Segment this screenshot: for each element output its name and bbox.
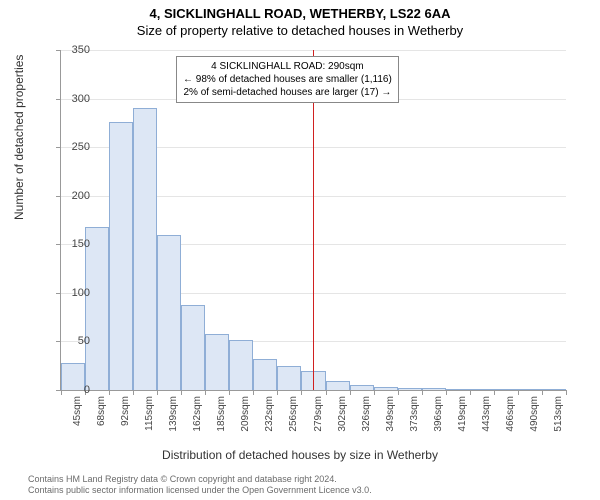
xtick-label: 162sqm — [192, 396, 203, 436]
xtick-mark — [61, 390, 62, 395]
xtick-mark — [301, 390, 302, 395]
xtick-mark — [566, 390, 567, 395]
ytick-mark — [56, 293, 61, 294]
histogram-bar — [326, 381, 350, 390]
histogram-bar — [253, 359, 277, 390]
xtick-label: 279sqm — [313, 396, 324, 436]
xtick-label: 373sqm — [409, 396, 420, 436]
disclaimer-line1: Contains HM Land Registry data © Crown c… — [28, 474, 337, 484]
annotation-box: 4 SICKLINGHALL ROAD: 290sqm← 98% of deta… — [176, 56, 399, 103]
ytick-mark — [56, 196, 61, 197]
chart-subtitle: Size of property relative to detached ho… — [0, 21, 600, 38]
histogram-bar — [398, 388, 422, 390]
histogram-bar — [542, 389, 566, 390]
ytick-label: 350 — [72, 44, 90, 56]
histogram-bar — [470, 389, 494, 390]
xtick-mark — [350, 390, 351, 395]
ytick-label: 100 — [72, 287, 90, 299]
xtick-mark — [229, 390, 230, 395]
xtick-mark — [374, 390, 375, 395]
histogram-bar — [350, 385, 374, 390]
xtick-label: 326sqm — [361, 396, 372, 436]
ytick-mark — [56, 147, 61, 148]
annotation-line2: ← 98% of detached houses are smaller (1,… — [183, 73, 392, 86]
xtick-label: 232sqm — [264, 396, 275, 436]
xtick-mark — [542, 390, 543, 395]
ytick-mark — [56, 244, 61, 245]
histogram-bar — [229, 340, 253, 391]
xtick-label: 302sqm — [337, 396, 348, 436]
xtick-label: 256sqm — [288, 396, 299, 436]
x-axis-label: Distribution of detached houses by size … — [0, 448, 600, 462]
xtick-mark — [205, 390, 206, 395]
ytick-label: 200 — [72, 190, 90, 202]
xtick-mark — [181, 390, 182, 395]
xtick-label: 466sqm — [505, 396, 516, 436]
xtick-mark — [157, 390, 158, 395]
histogram-bar — [374, 387, 398, 390]
xtick-label: 490sqm — [529, 396, 540, 436]
xtick-label: 349sqm — [385, 396, 396, 436]
xtick-mark — [326, 390, 327, 395]
histogram-bar — [133, 108, 157, 390]
xtick-mark — [253, 390, 254, 395]
ytick-label: 250 — [72, 141, 90, 153]
histogram-bar — [277, 366, 301, 390]
disclaimer-text: Contains HM Land Registry data © Crown c… — [28, 474, 590, 497]
histogram-bar — [494, 389, 518, 390]
ytick-mark — [56, 99, 61, 100]
histogram-bar — [85, 227, 109, 390]
xtick-label: 185sqm — [216, 396, 227, 436]
xtick-mark — [398, 390, 399, 395]
ytick-mark — [56, 341, 61, 342]
ytick-mark — [56, 50, 61, 51]
xtick-label: 513sqm — [553, 396, 564, 436]
xtick-mark — [494, 390, 495, 395]
histogram-bar — [181, 305, 205, 390]
ytick-label: 150 — [72, 238, 90, 250]
histogram-bar — [205, 334, 229, 390]
xtick-mark — [277, 390, 278, 395]
xtick-label: 443sqm — [481, 396, 492, 436]
histogram-bar — [422, 388, 446, 390]
xtick-mark — [446, 390, 447, 395]
histogram-bar — [518, 389, 542, 390]
annotation-line3: 2% of semi-detached houses are larger (1… — [183, 86, 392, 99]
xtick-mark — [422, 390, 423, 395]
xtick-label: 45sqm — [72, 396, 83, 436]
xtick-label: 396sqm — [433, 396, 444, 436]
ytick-label: 0 — [84, 384, 90, 396]
xtick-mark — [518, 390, 519, 395]
xtick-label: 209sqm — [240, 396, 251, 436]
ytick-label: 300 — [72, 93, 90, 105]
ytick-label: 50 — [78, 335, 90, 347]
address-title: 4, SICKLINGHALL ROAD, WETHERBY, LS22 6AA — [0, 0, 600, 21]
histogram-bar — [61, 363, 85, 390]
histogram-bar — [109, 122, 133, 390]
histogram-bar — [446, 389, 470, 390]
xtick-mark — [470, 390, 471, 395]
xtick-label: 139sqm — [168, 396, 179, 436]
chart-plot-area: 4 SICKLINGHALL ROAD: 290sqm← 98% of deta… — [60, 50, 566, 391]
xtick-label: 68sqm — [96, 396, 107, 436]
y-axis-label: Number of detached properties — [12, 55, 26, 220]
xtick-label: 92sqm — [120, 396, 131, 436]
xtick-label: 419sqm — [457, 396, 468, 436]
histogram-bar — [157, 235, 181, 390]
xtick-mark — [133, 390, 134, 395]
xtick-label: 115sqm — [144, 396, 155, 436]
disclaimer-line2: Contains public sector information licen… — [28, 485, 372, 495]
annotation-line1: 4 SICKLINGHALL ROAD: 290sqm — [183, 60, 392, 73]
xtick-mark — [109, 390, 110, 395]
